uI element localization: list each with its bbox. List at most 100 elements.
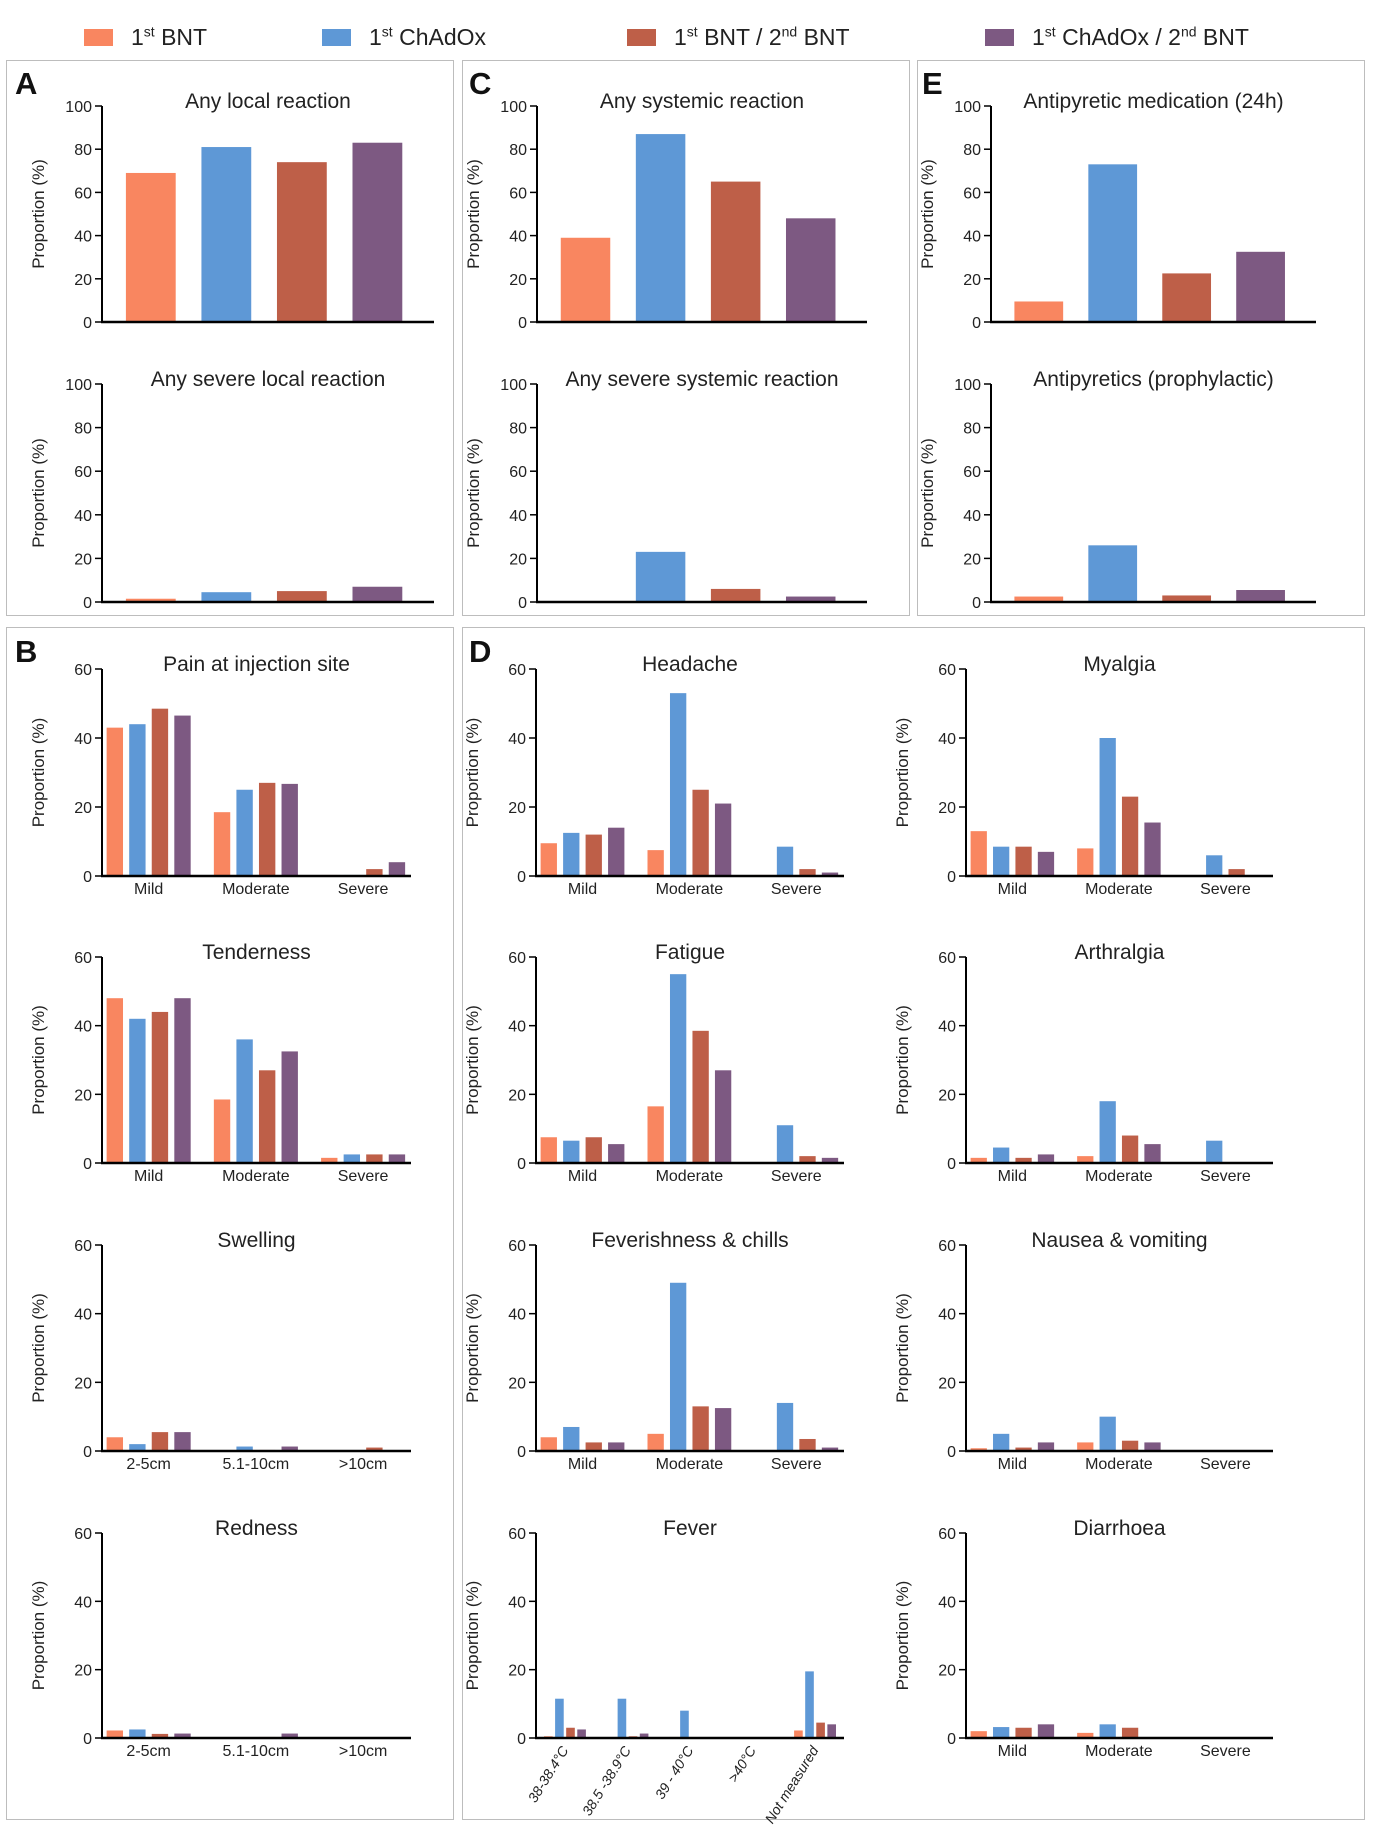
bar xyxy=(970,1448,987,1451)
bar xyxy=(827,1724,836,1738)
bar xyxy=(970,831,987,876)
x-tick-label: Mild xyxy=(134,881,163,898)
chart: Feverishness & chills Proportion (%) Mild M… xyxy=(463,1229,844,1473)
bar xyxy=(213,812,231,876)
x-tick-label: Moderate xyxy=(1085,1743,1153,1760)
chart-title: Diarrhoea xyxy=(1073,1517,1166,1540)
legend-swatch xyxy=(985,28,1014,46)
bar xyxy=(1099,738,1116,876)
bar xyxy=(281,1051,298,1163)
bar xyxy=(669,974,687,1163)
y-tick-label: 60 xyxy=(74,185,92,202)
legend-swatch xyxy=(322,28,351,46)
chart-title: Arthralgia xyxy=(1075,941,1165,964)
bar xyxy=(799,1438,816,1451)
y-tick-label: 60 xyxy=(508,1238,526,1255)
bar xyxy=(174,998,191,1163)
y-tick-label: 100 xyxy=(500,99,527,116)
bar xyxy=(680,1710,689,1738)
y-tick-label: 60 xyxy=(74,950,92,967)
y-tick-label: 80 xyxy=(74,142,92,159)
bar xyxy=(106,727,124,876)
y-tick-label: 20 xyxy=(508,1087,526,1104)
y-tick-label: 0 xyxy=(517,1731,526,1748)
chart-title: Redness xyxy=(215,1517,298,1540)
y-tick-label: 20 xyxy=(963,551,981,568)
bar xyxy=(1121,1440,1139,1451)
y-tick-label: 100 xyxy=(954,99,981,116)
y-axis-label: Proportion (%) xyxy=(893,718,912,828)
bar xyxy=(236,1039,253,1163)
bar xyxy=(799,1156,816,1163)
y-tick-label: 20 xyxy=(74,551,92,568)
bar xyxy=(710,588,761,602)
y-tick-label: 0 xyxy=(517,1156,526,1173)
bar xyxy=(608,827,625,876)
bar xyxy=(106,998,124,1163)
x-tick-label: Not measured xyxy=(761,1742,822,1826)
chart-title: Tenderness xyxy=(202,941,311,964)
bar xyxy=(1037,851,1055,876)
chart: Fatigue Proportion (%) Mild Moderate Severe 0… xyxy=(463,941,844,1185)
bar xyxy=(577,1729,586,1738)
panel-b-box xyxy=(6,627,454,1820)
bar xyxy=(821,1447,839,1451)
y-tick-label: 60 xyxy=(938,662,956,679)
legend-item: 1st ChAdOx / 2nd BNT xyxy=(985,22,1249,52)
bar xyxy=(776,846,794,876)
bar xyxy=(1015,846,1032,876)
bar xyxy=(1162,595,1212,602)
bar xyxy=(281,1446,298,1451)
y-axis-label: Proportion (%) xyxy=(893,1581,912,1691)
y-tick-label: 20 xyxy=(508,1375,526,1392)
chart: Antipyretic medication (24h) Proportion (… xyxy=(918,90,1316,332)
x-tick-label: Severe xyxy=(338,881,389,898)
y-axis-label: Proportion (%) xyxy=(29,718,48,828)
chart-title: Feverishness & chills xyxy=(591,1229,788,1252)
bar xyxy=(1144,1144,1161,1163)
bar xyxy=(993,1727,1010,1738)
bar xyxy=(821,1157,839,1163)
x-tick-label: Severe xyxy=(1200,1456,1251,1473)
chart-title: Any severe systemic reaction xyxy=(565,368,838,391)
y-axis-label: Proportion (%) xyxy=(463,1005,482,1115)
bar xyxy=(635,134,686,322)
y-tick-label: 60 xyxy=(74,1238,92,1255)
y-axis-label: Proportion (%) xyxy=(464,159,483,269)
y-tick-label: 0 xyxy=(83,1444,92,1461)
y-tick-label: 80 xyxy=(509,142,527,159)
y-axis-label: Proportion (%) xyxy=(918,438,937,548)
y-axis-label: Proportion (%) xyxy=(464,438,483,548)
legend-swatch xyxy=(627,28,656,46)
chart: Nausea & vomiting Proportion (%) Mild Moder… xyxy=(893,1229,1273,1473)
bar xyxy=(776,1125,794,1163)
chart: Myalgia Proportion (%) Mild Moderate Severe 0… xyxy=(893,653,1273,898)
legend-label: 1st ChAdOx / 2nd BNT xyxy=(1032,22,1249,50)
x-tick-label: Moderate xyxy=(656,881,724,898)
x-tick-label: Mild xyxy=(568,1456,597,1473)
bar xyxy=(343,1154,361,1163)
bar xyxy=(785,218,836,322)
bar xyxy=(151,1432,169,1451)
y-tick-label: 40 xyxy=(938,1307,956,1324)
x-tick-label: Mild xyxy=(998,1456,1027,1473)
bar xyxy=(321,1157,338,1163)
bar xyxy=(647,850,664,876)
y-tick-label: 40 xyxy=(509,508,527,525)
y-tick-label: 40 xyxy=(938,731,956,748)
bar xyxy=(1236,251,1285,322)
bar xyxy=(1206,855,1223,876)
x-tick-label: Severe xyxy=(1200,881,1251,898)
chart: Any severe systemic reaction Proportion (… xyxy=(464,368,867,612)
y-tick-label: 20 xyxy=(74,1663,92,1680)
x-tick-label: 2-5cm xyxy=(126,1743,170,1760)
x-tick-label: Severe xyxy=(771,1456,822,1473)
y-tick-label: 0 xyxy=(83,315,92,332)
bar xyxy=(1077,1732,1094,1738)
y-tick-label: 60 xyxy=(508,662,526,679)
y-tick-label: 0 xyxy=(947,1731,956,1748)
bar xyxy=(608,1144,625,1163)
chart-title: Swelling xyxy=(217,1229,295,1252)
bar xyxy=(276,162,327,322)
